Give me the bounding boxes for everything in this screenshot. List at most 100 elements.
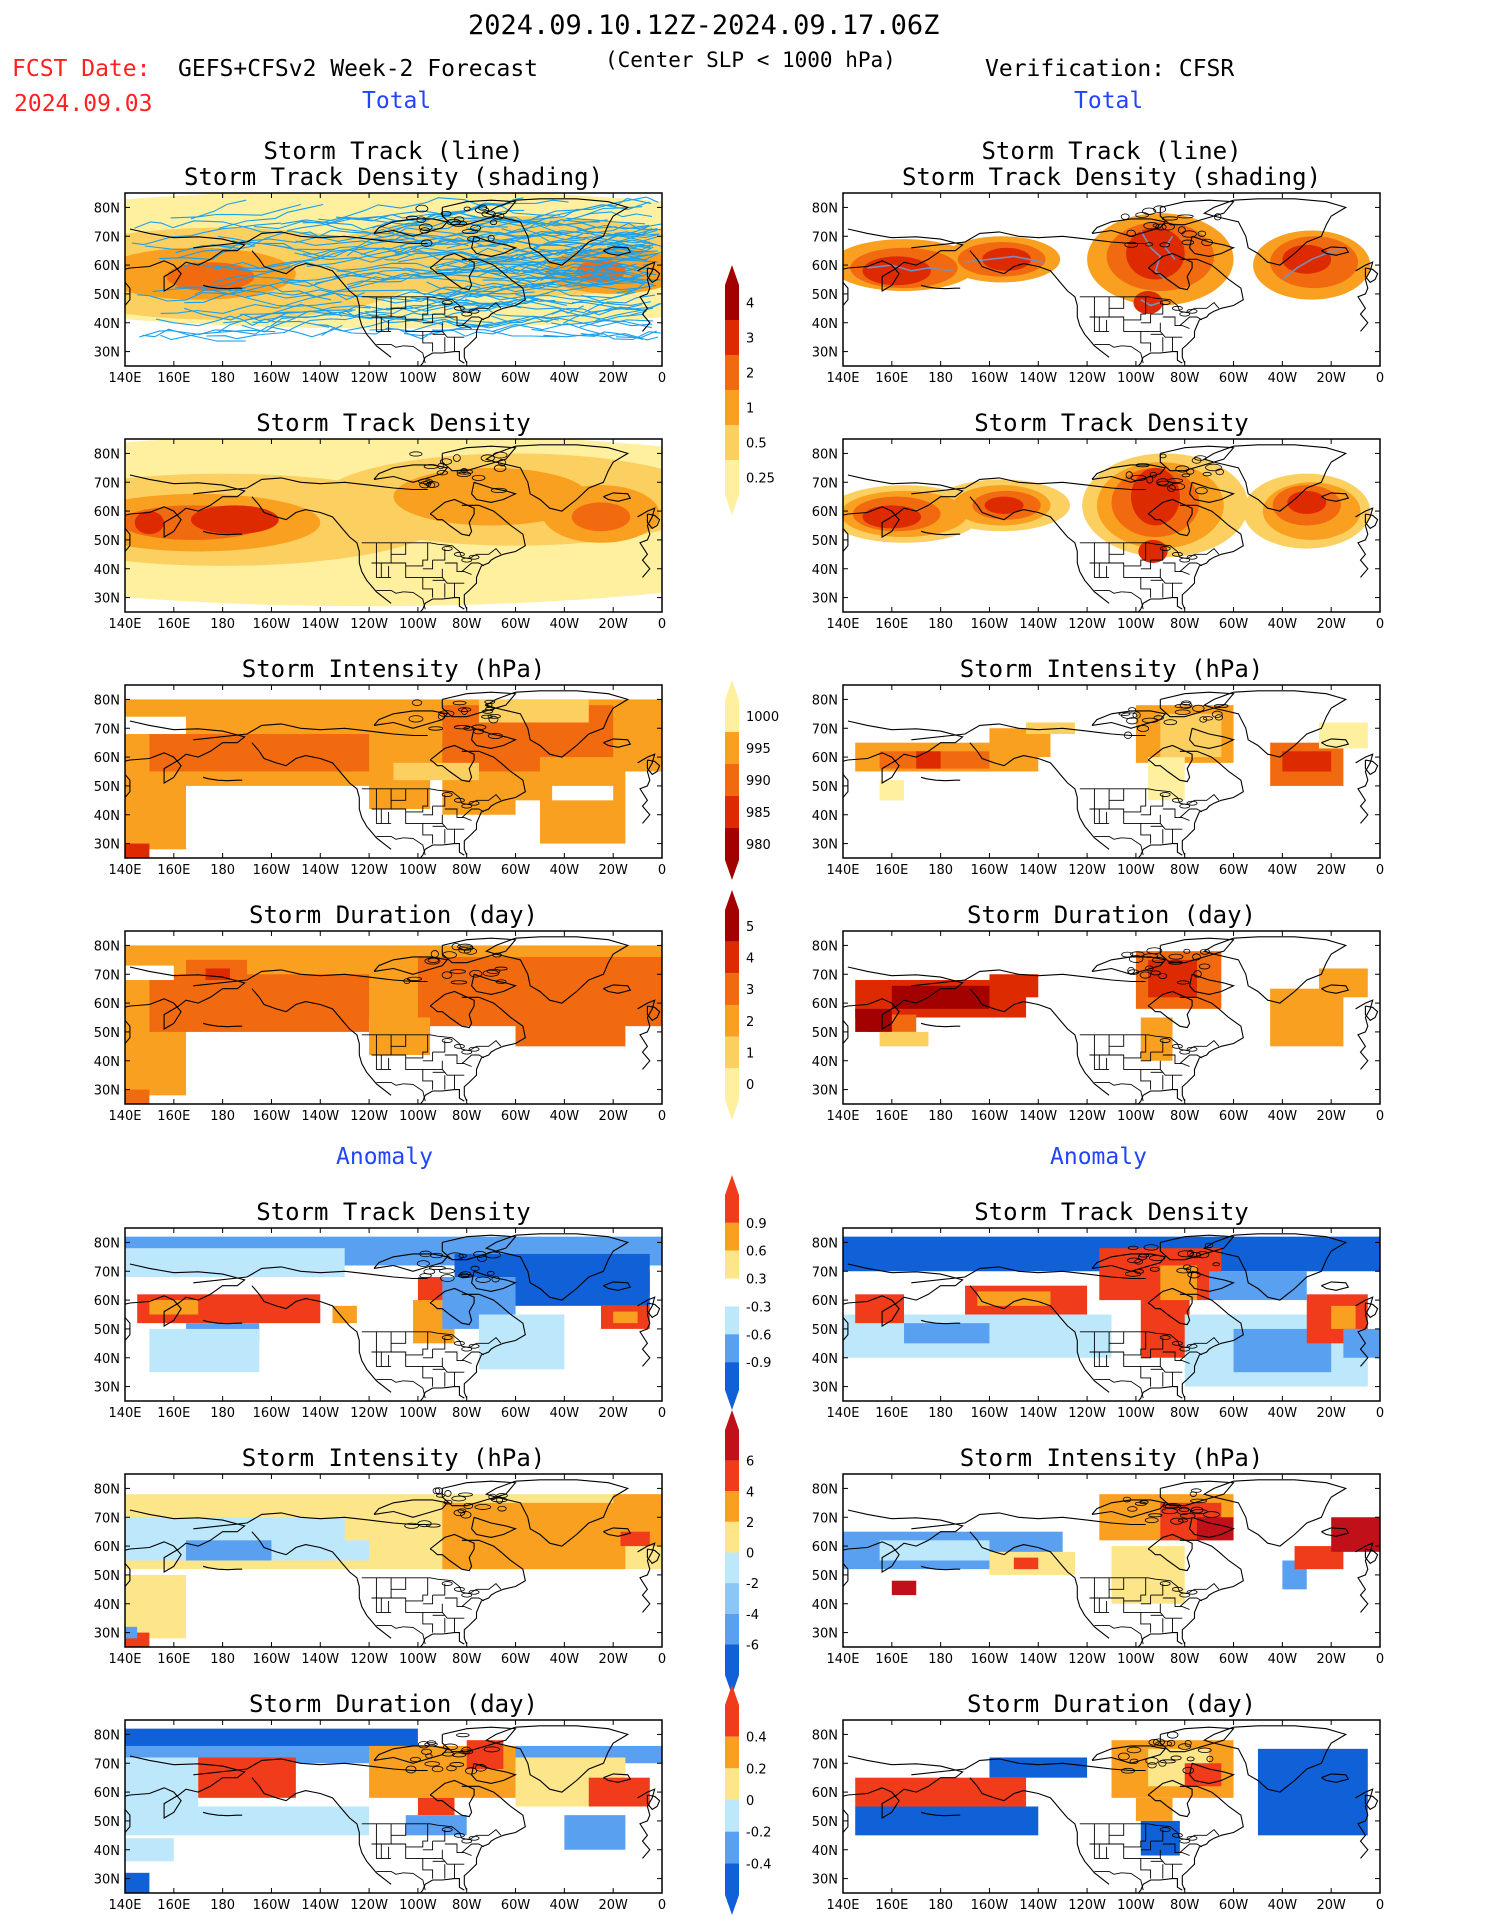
lon-tick-label: 0 xyxy=(1376,371,1384,386)
lon-tick-label: 100W xyxy=(1117,371,1155,386)
lat-tick-label: 80N xyxy=(94,1482,120,1497)
lon-tick-label: 140E xyxy=(108,1898,141,1913)
lat-tick-label: 70N xyxy=(812,476,838,491)
lon-tick-label: 160E xyxy=(875,1652,908,1667)
lon-tick-label: 80W xyxy=(452,1652,482,1667)
lat-tick-label: 40N xyxy=(94,809,120,824)
map-frame xyxy=(842,192,1381,367)
lon-tick-label: 40W xyxy=(550,1898,580,1913)
lat-tick-label: 50N xyxy=(812,1323,838,1338)
lon-tick-label: 40W xyxy=(1268,1406,1298,1421)
lat-tick-label: 30N xyxy=(812,1873,838,1888)
lon-tick-label: 100W xyxy=(399,1109,437,1124)
lon-tick-label: 160E xyxy=(875,1109,908,1124)
lon-tick-label: 80W xyxy=(1170,617,1200,632)
lon-tick-label: 160W xyxy=(971,1898,1009,1913)
map-shading xyxy=(125,931,662,1104)
lon-tick-label: 80W xyxy=(452,617,482,632)
lon-tick-label: 20W xyxy=(1316,863,1346,878)
lat-tick-label: 30N xyxy=(812,1381,838,1396)
colorbar-label: 0.5 xyxy=(746,437,767,452)
lat-tick-label: 50N xyxy=(812,1815,838,1830)
lon-tick-label: 20W xyxy=(1316,1898,1346,1913)
map-frame xyxy=(842,438,1381,613)
lon-tick-label: 180 xyxy=(928,1652,953,1667)
lat-tick-label: 40N xyxy=(94,1844,120,1859)
lon-tick-label: 140W xyxy=(1019,863,1057,878)
colorbar-label: 6 xyxy=(746,1455,754,1470)
lon-tick-label: 0 xyxy=(1376,1898,1384,1913)
lat-tick-label: 30N xyxy=(812,1627,838,1642)
lon-tick-label: 80W xyxy=(452,1898,482,1913)
lon-tick-label: 60W xyxy=(501,1652,531,1667)
lon-tick-label: 180 xyxy=(928,371,953,386)
map-panel-total_duration-verification: Storm Duration (day) 140E 160E 180 160W 140W 1… xyxy=(812,901,1384,1124)
panel-title: Storm Track Density xyxy=(974,1198,1249,1226)
colorbar-label: 995 xyxy=(746,742,771,757)
lon-tick-label: 180 xyxy=(210,1406,235,1421)
lon-tick-label: 160W xyxy=(253,1898,291,1913)
criterion-label: (Center SLP < 1000 hPa) xyxy=(605,48,896,72)
lon-tick-label: 180 xyxy=(210,1898,235,1913)
lon-tick-label: 40W xyxy=(1268,617,1298,632)
map-shading xyxy=(843,1228,1380,1401)
colorbar-label: 0.3 xyxy=(746,1273,767,1288)
lon-tick-label: 0 xyxy=(1376,1652,1384,1667)
lat-tick-label: 30N xyxy=(94,1873,120,1888)
colorbar-label: 2 xyxy=(746,1015,754,1030)
map-shading xyxy=(843,439,1380,612)
lat-tick-label: 30N xyxy=(94,1381,120,1396)
lon-tick-label: 140E xyxy=(826,863,859,878)
total-label-verification: Total xyxy=(1074,88,1144,114)
map-panel-total_density-verification: Storm Track Density 140E 160E 180 160W 140W 12… xyxy=(812,409,1384,632)
lat-tick-label: 40N xyxy=(812,563,838,578)
map-panel-anom_duration-forecast: Storm Duration (day) 140E 160E 180 160W 140W 1… xyxy=(94,1690,666,1913)
lat-tick-label: 50N xyxy=(812,1569,838,1584)
lat-tick-label: 60N xyxy=(812,1294,838,1309)
panel-title: Storm Intensity (hPa) xyxy=(960,1444,1263,1472)
lon-tick-label: 160W xyxy=(971,1109,1009,1124)
lon-tick-label: 140E xyxy=(826,1406,859,1421)
lon-tick-label: 100W xyxy=(1117,1109,1155,1124)
colorbar-label: -0.2 xyxy=(746,1826,771,1841)
panel-subtitle: Storm Track Density (shading) xyxy=(184,163,603,191)
lon-tick-label: 160E xyxy=(875,617,908,632)
lon-tick-label: 80W xyxy=(1170,1109,1200,1124)
lon-tick-label: 180 xyxy=(210,1652,235,1667)
map-shading xyxy=(843,1474,1380,1647)
lon-tick-label: 120W xyxy=(1068,617,1106,632)
lat-tick-label: 30N xyxy=(812,346,838,361)
lon-tick-label: 100W xyxy=(1117,863,1155,878)
lon-tick-label: 160E xyxy=(157,1109,190,1124)
colorbar-label: 985 xyxy=(746,806,771,821)
map-frame xyxy=(124,1719,663,1894)
colorbar-label: -0.6 xyxy=(746,1328,771,1343)
lat-tick-label: 80N xyxy=(812,693,838,708)
lat-tick-label: 60N xyxy=(94,505,120,520)
lon-tick-label: 120W xyxy=(350,1406,388,1421)
panel-title: Storm Duration (day) xyxy=(967,1690,1256,1718)
lon-tick-label: 80W xyxy=(1170,1898,1200,1913)
colorbar-label: 5 xyxy=(746,920,754,935)
colorbar-label: 0.9 xyxy=(746,1217,767,1232)
lat-tick-label: 50N xyxy=(812,780,838,795)
lon-tick-label: 140W xyxy=(1019,1109,1057,1124)
lon-tick-label: 100W xyxy=(399,617,437,632)
colorbar-label: 3 xyxy=(746,332,754,347)
map-panel-total_density_tracks-forecast: Storm Track (line)Storm Track Density (s… xyxy=(94,137,666,386)
lon-tick-label: 0 xyxy=(658,863,666,878)
lon-tick-label: 40W xyxy=(550,1406,580,1421)
map-shading xyxy=(125,1720,662,1893)
lat-tick-label: 60N xyxy=(812,751,838,766)
lat-tick-label: 40N xyxy=(94,1055,120,1070)
lat-tick-label: 40N xyxy=(94,563,120,578)
colorbar-label: -0.9 xyxy=(746,1356,771,1371)
lon-tick-label: 20W xyxy=(1316,617,1346,632)
lon-tick-label: 40W xyxy=(1268,863,1298,878)
lat-tick-label: 50N xyxy=(94,1323,120,1338)
lat-tick-label: 40N xyxy=(94,1352,120,1367)
lon-tick-label: 40W xyxy=(550,371,580,386)
lat-tick-label: 50N xyxy=(812,534,838,549)
panel-title: Storm Track (line) xyxy=(263,137,523,165)
